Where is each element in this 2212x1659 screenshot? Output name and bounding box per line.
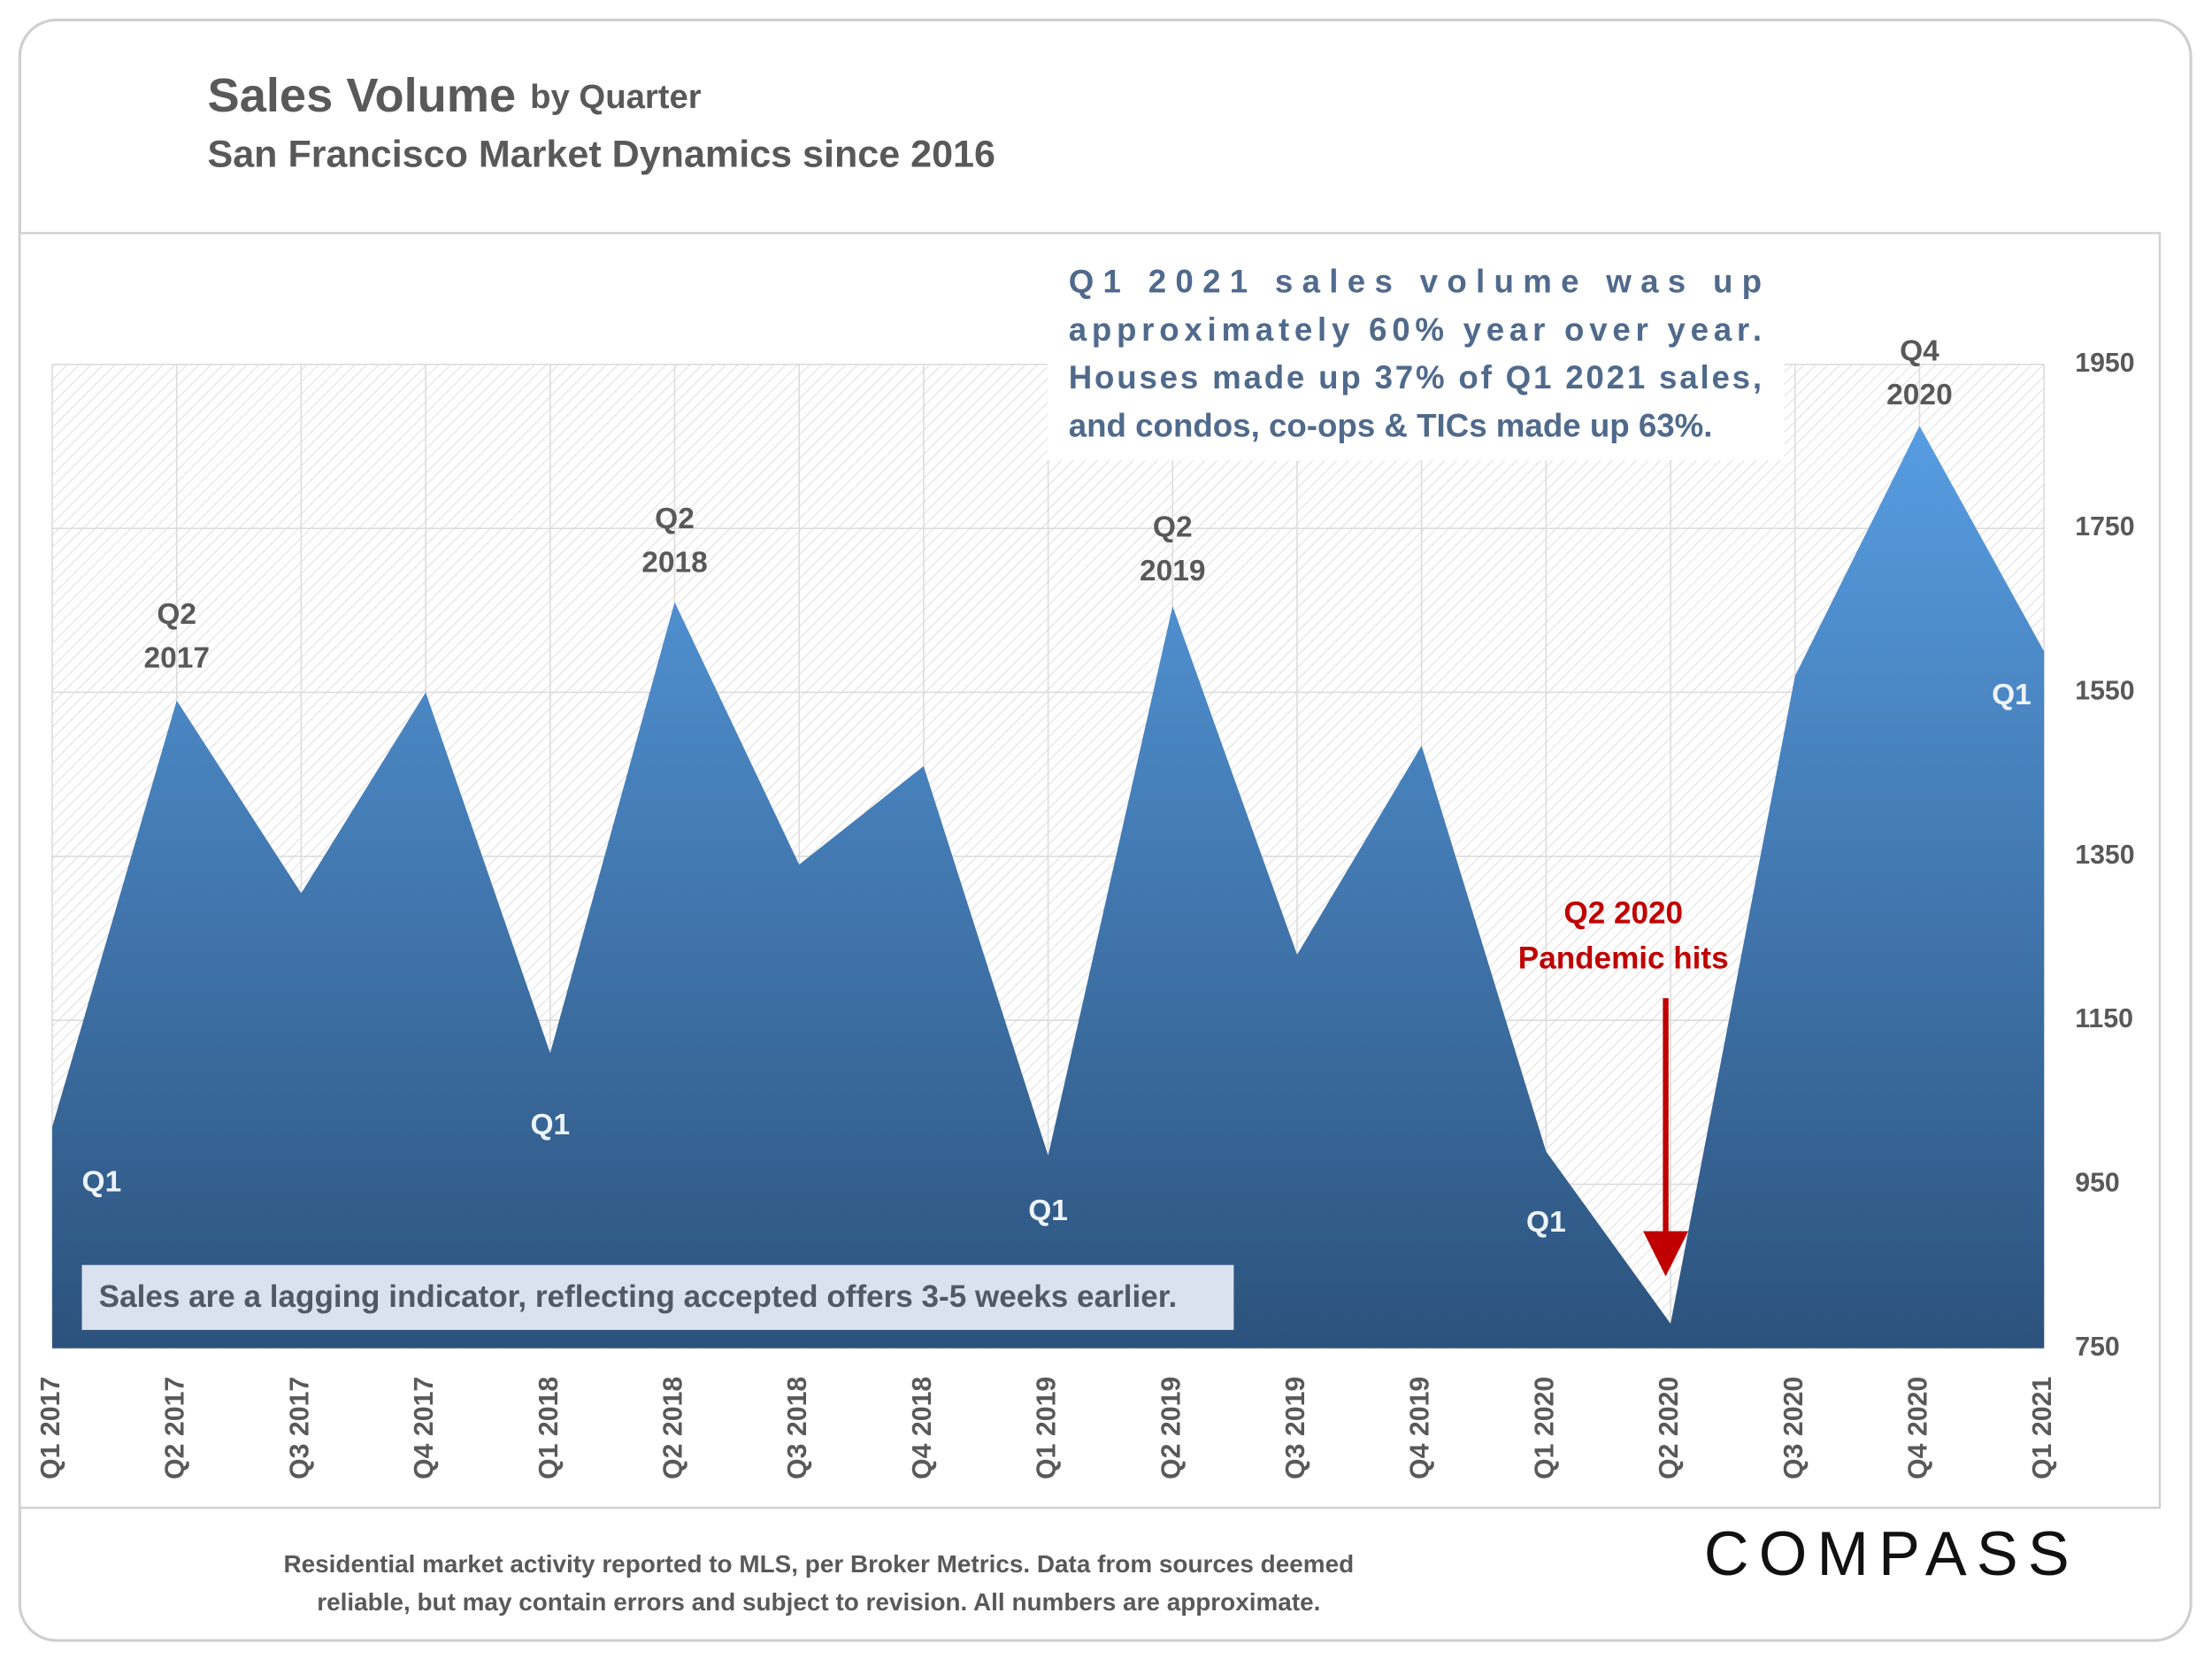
point-label-line: Q2 — [1153, 511, 1193, 543]
x-tick-label: Q1 2017 — [36, 1377, 65, 1479]
callout-line: approximately 60% year over year. — [1069, 311, 1762, 348]
callout-line: and condos, co-ops & TICs made up 63%. — [1069, 407, 1713, 443]
point-label: Q2 2018 — [641, 503, 708, 579]
point-label: Q1 — [82, 1165, 122, 1198]
x-tick-label: Q4 2019 — [1406, 1377, 1435, 1479]
callout-box — [1047, 254, 1785, 461]
x-tick-label: Q4 2018 — [908, 1377, 937, 1479]
logo: COMPASS — [1704, 1518, 2079, 1588]
y-tick-label: 750 — [2075, 1333, 2120, 1362]
x-tick-label: Q3 2017 — [285, 1377, 314, 1479]
point-label-line: Q2 — [655, 503, 695, 535]
point-label: Q1 — [530, 1109, 570, 1141]
pandemic-note: Pandemic hits — [1518, 941, 1729, 975]
x-tick-label: Q3 2020 — [1779, 1377, 1809, 1479]
area — [52, 426, 2045, 1348]
point-label: Q1 — [1992, 679, 2032, 711]
lag-note: Sales are a lagging indicator, reflectin… — [99, 1279, 1178, 1314]
pandemic-note: Q2 2020 — [1563, 895, 1683, 930]
point-label-line: 2019 — [1140, 555, 1206, 588]
chart-title: Sales Volume by Quarter — [208, 69, 702, 122]
point-label: Q1 — [1526, 1206, 1566, 1239]
chart-subtitle: San Francisco Market Dynamics since 2016 — [208, 134, 995, 176]
x-tick-label: Q3 2018 — [783, 1377, 812, 1479]
y-tick-label: 950 — [2075, 1168, 2120, 1197]
point-label-line: Q1 — [1992, 679, 2032, 711]
y-tick-label: 1150 — [2075, 1004, 2133, 1033]
point-label: Q2 2017 — [143, 598, 210, 674]
lag-note-box — [81, 1264, 1234, 1331]
point-label: Q2 2019 — [1140, 511, 1206, 587]
footer-line: Residential market activity reported to … — [283, 1550, 1354, 1578]
x-tick-label: Q2 2020 — [1655, 1377, 1684, 1479]
x-tick-label: Q1 2018 — [534, 1377, 564, 1479]
point-label-line: Q1 — [1028, 1194, 1068, 1227]
y-tick-label: 1550 — [2075, 676, 2134, 705]
x-tick-label: Q2 2018 — [659, 1377, 688, 1479]
x-tick-label: Q3 2019 — [1281, 1377, 1310, 1479]
y-tick-label: 1350 — [2075, 841, 2134, 870]
y-tick-label: 1750 — [2075, 512, 2134, 541]
point-label-line: Q1 — [1526, 1206, 1566, 1239]
point-label-line: 2017 — [143, 641, 210, 674]
x-tick-label: Q2 2017 — [161, 1377, 190, 1479]
point-label-line: Q1 — [82, 1165, 122, 1198]
point-label-line: Q2 — [157, 598, 196, 631]
point-label-line: 2018 — [641, 546, 708, 579]
point-label: Q4 2020 — [1886, 334, 1953, 411]
x-tick-label: Q4 2020 — [1903, 1377, 1932, 1479]
x-tick-label: Q1 2021 — [2028, 1377, 2057, 1479]
x-tick-label: Q4 2017 — [410, 1377, 439, 1479]
x-tick-label: Q1 2019 — [1033, 1377, 1062, 1479]
point-label: Q1 — [1028, 1194, 1068, 1227]
x-tick-label: Q2 2019 — [1156, 1377, 1186, 1479]
y-tick-label: 1950 — [2075, 349, 2134, 378]
point-label-line: Q1 — [530, 1109, 570, 1141]
footer-line: reliable, but may contain errors and sub… — [317, 1588, 1320, 1616]
point-label-line: Q4 — [1900, 334, 1939, 367]
point-label-line: 2020 — [1886, 379, 1953, 411]
x-tick-label: Q1 2020 — [1530, 1377, 1559, 1479]
